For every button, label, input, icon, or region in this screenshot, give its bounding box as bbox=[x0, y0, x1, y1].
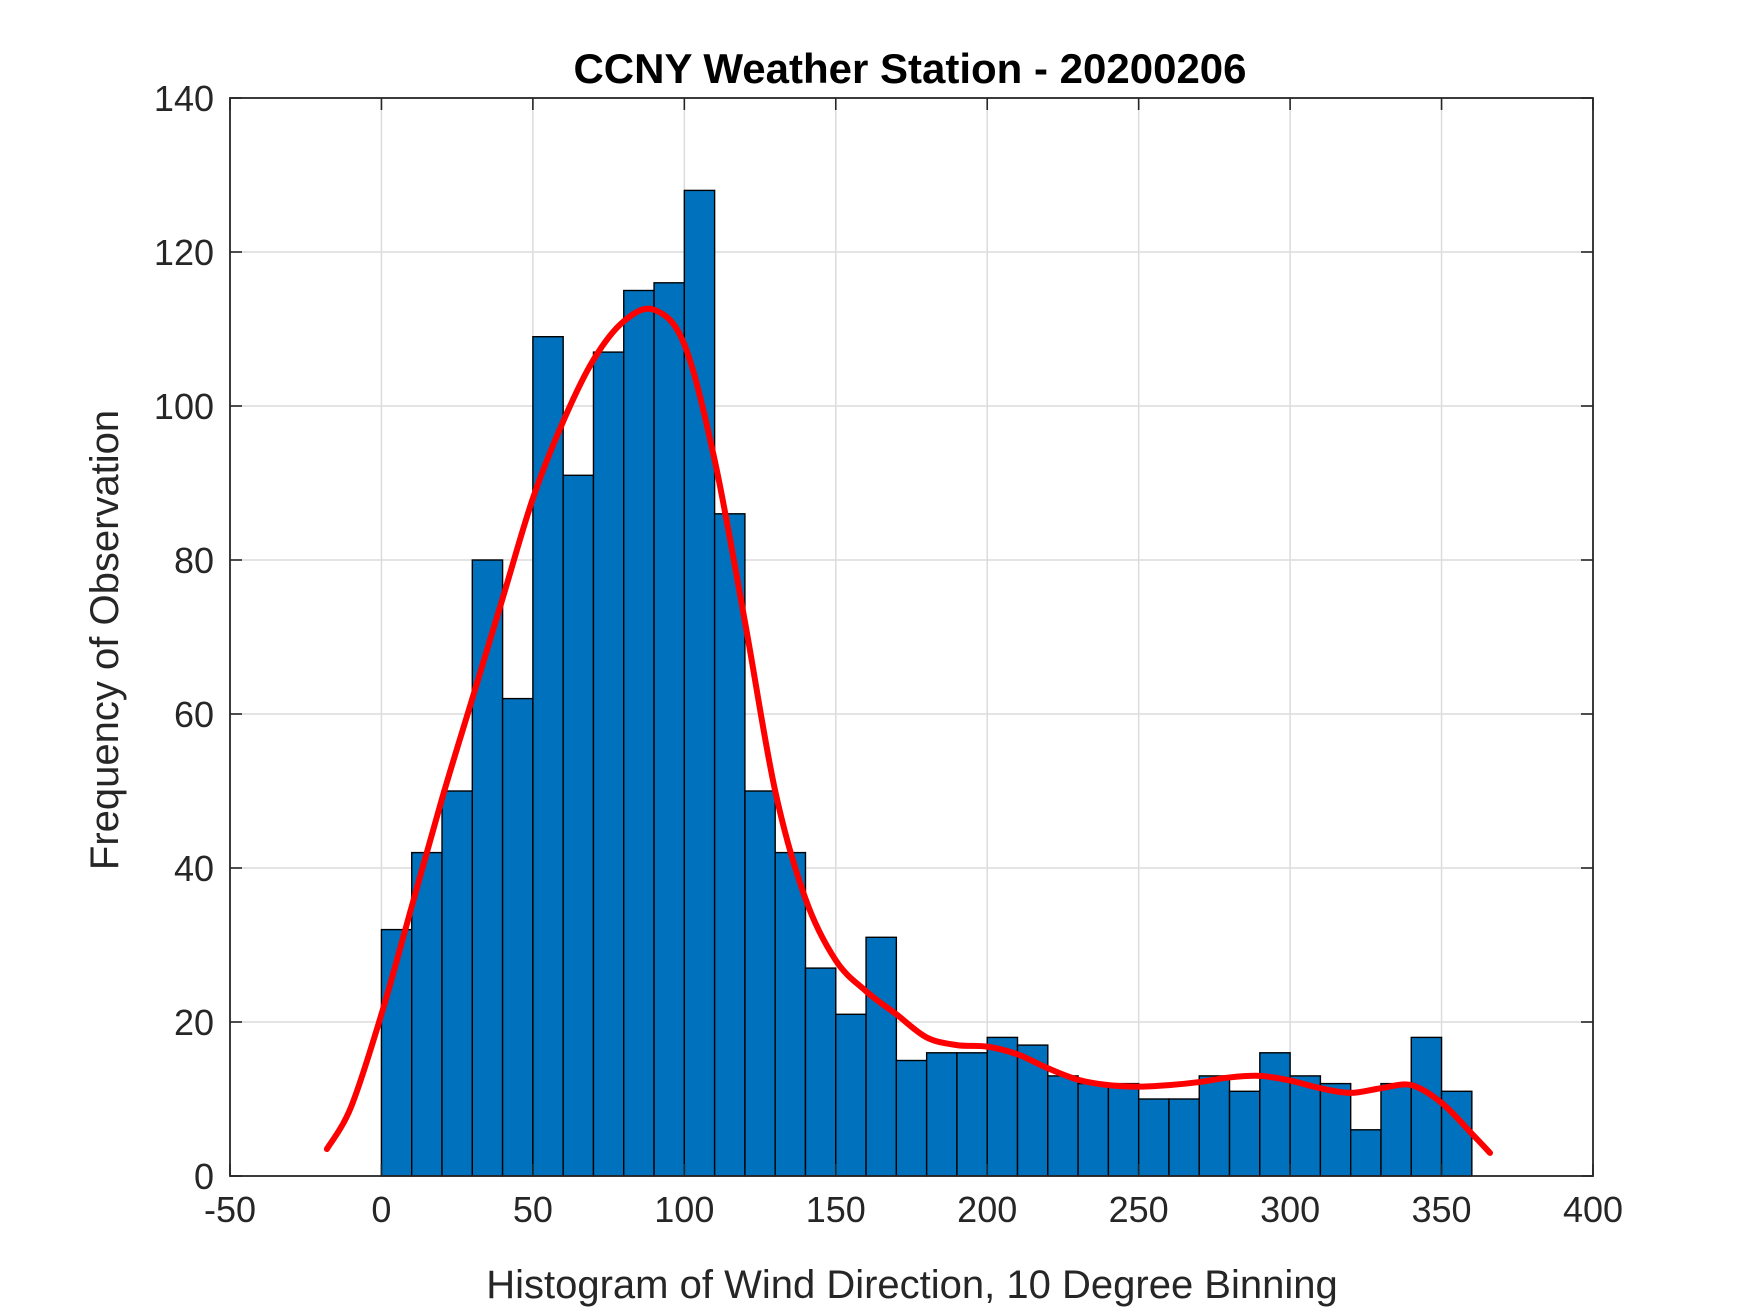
histogram-bar bbox=[1107, 1082, 1140, 1177]
histogram-bar bbox=[562, 474, 595, 1177]
x-tick-label: 150 bbox=[806, 1189, 866, 1230]
histogram-bar bbox=[653, 282, 686, 1177]
histogram-bar bbox=[1168, 1098, 1200, 1177]
histogram-bar bbox=[1289, 1075, 1322, 1177]
histogram-bar bbox=[986, 1036, 1019, 1177]
histogram-bar bbox=[1259, 1052, 1291, 1177]
histogram-bar bbox=[865, 936, 898, 1177]
histogram-bar bbox=[1319, 1082, 1352, 1177]
histogram-bar bbox=[683, 189, 716, 1177]
histogram-bar bbox=[804, 967, 837, 1177]
x-axis-label: Histogram of Wind Direction, 10 Degree B… bbox=[486, 1263, 1338, 1307]
fit-curve-layer bbox=[323, 305, 1494, 1156]
histogram-bar bbox=[592, 351, 625, 1177]
x-tick-label: 0 bbox=[371, 1189, 391, 1230]
x-tick-label: -50 bbox=[204, 1189, 256, 1230]
histogram-bar bbox=[956, 1052, 988, 1177]
histogram-bar bbox=[1228, 1090, 1261, 1177]
histogram-bar bbox=[1410, 1036, 1443, 1177]
y-tick-label: 120 bbox=[154, 232, 214, 273]
x-tick-label: 200 bbox=[957, 1189, 1017, 1230]
histogram-bar bbox=[1380, 1082, 1412, 1177]
chart-title: CCNY Weather Station - 20200206 bbox=[573, 45, 1246, 92]
bars-layer bbox=[380, 189, 1473, 1177]
histogram-bar bbox=[1349, 1129, 1382, 1177]
fit-curve-line bbox=[323, 305, 1494, 1156]
histogram-bar bbox=[623, 289, 655, 1177]
x-tick-label: 350 bbox=[1412, 1189, 1472, 1230]
y-axis-label: Frequency of Observation bbox=[83, 410, 127, 870]
histogram-bar bbox=[501, 697, 534, 1177]
y-tick-label: 0 bbox=[194, 1156, 214, 1197]
x-tick-label: 50 bbox=[513, 1189, 553, 1230]
x-tick-label: 400 bbox=[1563, 1189, 1623, 1230]
grid-layer bbox=[230, 98, 1593, 1176]
x-tick-label: 300 bbox=[1260, 1189, 1320, 1230]
x-tick-label: 100 bbox=[654, 1189, 714, 1230]
y-tick-label: 140 bbox=[154, 78, 214, 119]
y-tick-label: 60 bbox=[174, 694, 214, 735]
histogram-bar bbox=[744, 790, 776, 1177]
histogram-bar bbox=[1137, 1098, 1170, 1177]
y-tick-label: 80 bbox=[174, 540, 214, 581]
histogram-bar bbox=[471, 559, 504, 1177]
histogram-bar bbox=[835, 1013, 867, 1177]
histogram-bar bbox=[774, 851, 807, 1177]
axes-layer bbox=[229, 97, 1594, 1177]
histogram-bar bbox=[1047, 1075, 1079, 1177]
x-tick-label: 250 bbox=[1109, 1189, 1169, 1230]
ticks-layer: -50 0 50 100 150 200 250 300 350 4000204060801001… bbox=[154, 78, 1623, 1230]
y-tick-label: 40 bbox=[174, 848, 214, 889]
y-tick-label: 100 bbox=[154, 386, 214, 427]
histogram-bar bbox=[1077, 1082, 1110, 1177]
axes-box bbox=[229, 97, 1594, 1177]
histogram-bar bbox=[895, 1059, 928, 1177]
histogram-bar bbox=[925, 1052, 958, 1177]
histogram-bar bbox=[1198, 1075, 1231, 1177]
y-tick-label: 20 bbox=[174, 1002, 214, 1043]
histogram-bar bbox=[441, 790, 474, 1177]
